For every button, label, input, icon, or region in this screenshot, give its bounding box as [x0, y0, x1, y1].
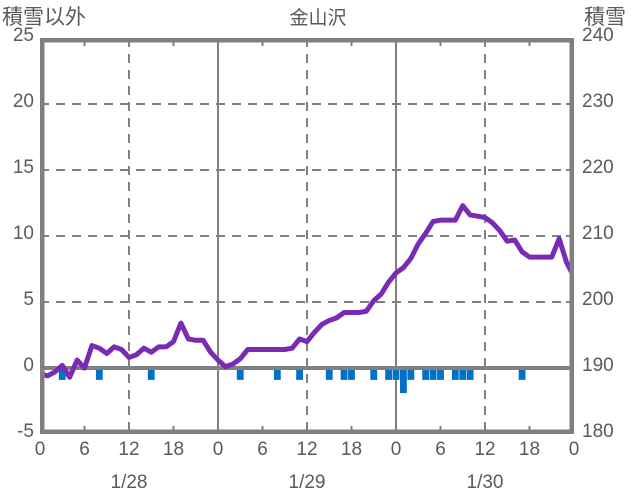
y-axis-tick-right: 210 [582, 223, 614, 244]
chart-svg [40, 38, 574, 434]
x-axis-tick: 18 [340, 439, 363, 460]
y-axis-tick-left: -5 [17, 421, 34, 442]
page-title: 金山沢 [289, 8, 347, 29]
y-axis-tick-right: 240 [582, 25, 614, 46]
bar [325, 368, 333, 380]
x-axis-tick: 12 [118, 439, 140, 460]
x-axis-tick: 12 [474, 439, 496, 460]
x-axis-tick: 6 [435, 439, 446, 460]
bar [147, 368, 155, 380]
bar [518, 368, 526, 380]
bar [385, 368, 392, 380]
x-axis-tick: 0 [34, 439, 46, 460]
bar [422, 368, 430, 380]
plot-frame [40, 38, 574, 434]
bar [400, 368, 407, 394]
x-axis-day-label: 1/28 [110, 472, 148, 493]
x-axis-day-label: 1/30 [466, 472, 504, 493]
bar [466, 368, 474, 380]
y-axis-tick-right: 230 [582, 91, 614, 112]
bar [459, 368, 467, 380]
bar [273, 368, 281, 380]
bar [437, 368, 444, 380]
bar [58, 368, 66, 380]
y-axis-tick-left: 10 [12, 223, 34, 244]
right-axis-title: 積雪 [584, 6, 626, 29]
plot-area [40, 38, 574, 434]
line-series [40, 203, 574, 380]
x-axis-tick: 6 [257, 439, 268, 460]
bar [296, 368, 303, 380]
bar [236, 368, 244, 380]
bar [451, 368, 459, 380]
bar [429, 368, 437, 380]
bar [370, 368, 378, 380]
y-axis-tick-right: 200 [582, 289, 614, 310]
bar [407, 368, 415, 380]
y-axis-tick-right: 220 [582, 157, 614, 178]
bar [392, 368, 400, 380]
x-axis-tick: 18 [518, 439, 541, 460]
x-axis-tick: 12 [296, 439, 318, 460]
x-axis-tick: 18 [162, 439, 185, 460]
left-axis-title: 積雪以外 [2, 6, 86, 29]
bar [95, 368, 103, 380]
bar [348, 368, 355, 380]
y-axis-tick-left: 5 [23, 289, 34, 310]
x-axis-day-label: 1/29 [288, 472, 326, 493]
x-axis-tick: 0 [390, 439, 402, 460]
x-axis-tick: 6 [79, 439, 90, 460]
y-axis-tick-left: 25 [12, 25, 34, 46]
y-axis-tick-left: 15 [12, 157, 34, 178]
y-axis-tick-right: 190 [582, 355, 614, 376]
y-axis-tick-left: 20 [12, 91, 34, 112]
x-axis-tick: 0 [568, 439, 580, 460]
y-axis-tick-right: 180 [582, 421, 614, 442]
bar-series [58, 368, 526, 394]
x-axis-tick: 0 [212, 439, 224, 460]
y-axis-tick-left: 0 [23, 355, 34, 376]
bar [340, 368, 348, 380]
